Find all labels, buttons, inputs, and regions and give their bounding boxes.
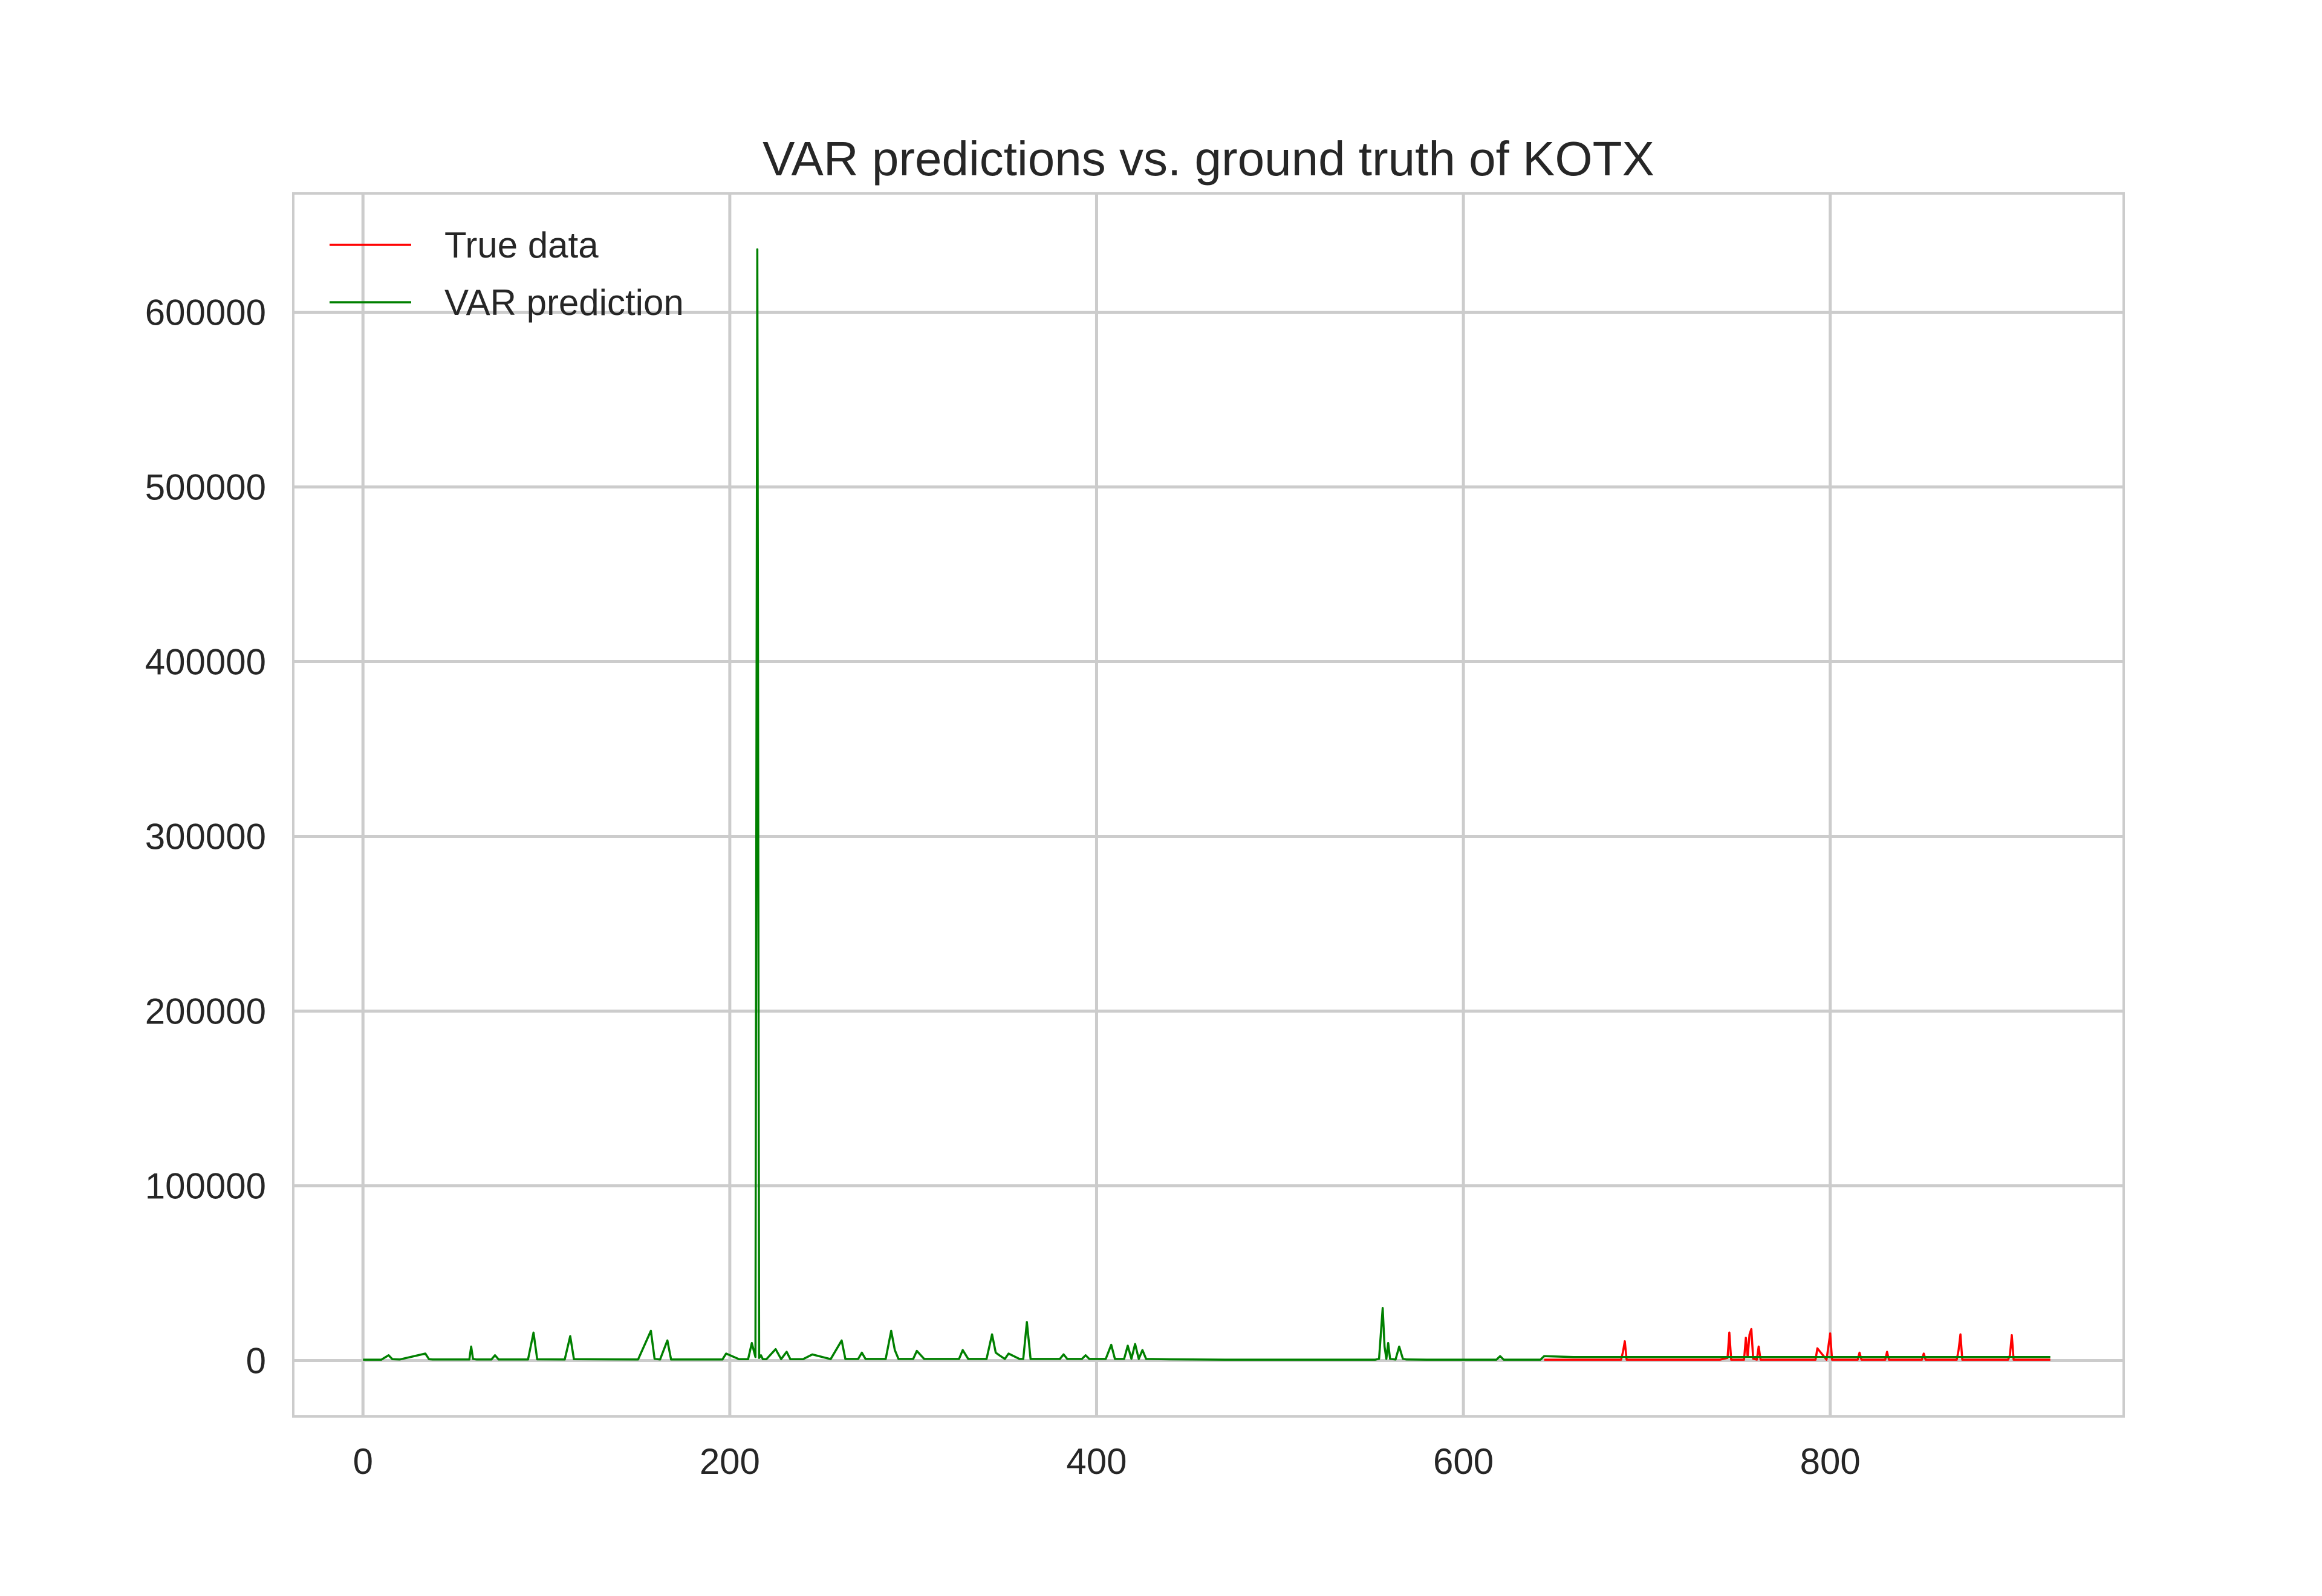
series-layer [363,248,2050,1361]
true-data-line [1544,1328,2050,1361]
var-prediction-line [363,248,2050,1361]
x-tick-label: 400 [1066,1441,1127,1482]
legend-label: VAR prediction [444,282,684,323]
legend: True data VAR prediction [330,225,684,323]
grid [293,193,2124,1416]
y-tick-label: 200000 [145,991,266,1032]
y-tick-label: 300000 [145,817,266,857]
tick-labels: 0 200 400 600 800 0 100000 200000 300000 400000 50… [145,293,1861,1482]
axes-frame [292,192,2125,1418]
y-tick-label: 600000 [145,293,266,333]
y-tick-label: 0 [246,1341,266,1381]
x-tick-label: 200 [700,1441,760,1482]
chart-title: VAR predictions vs. ground truth of KOTX [763,132,1654,186]
y-tick-label: 500000 [145,467,266,508]
y-tick-label: 400000 [145,642,266,683]
legend-label: True data [444,225,599,265]
y-tick-label: 100000 [145,1166,266,1207]
x-tick-label: 800 [1800,1441,1861,1482]
x-tick-label: 0 [353,1441,373,1482]
x-tick-label: 600 [1433,1441,1494,1482]
